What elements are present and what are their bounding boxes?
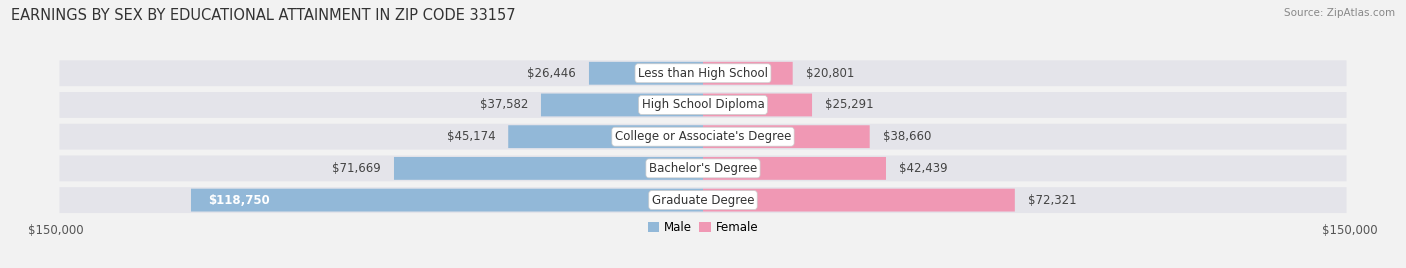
FancyBboxPatch shape (703, 157, 886, 180)
FancyBboxPatch shape (703, 189, 1015, 211)
FancyBboxPatch shape (703, 62, 793, 85)
Legend: Male, Female: Male, Female (648, 221, 758, 234)
Text: $42,439: $42,439 (898, 162, 948, 175)
FancyBboxPatch shape (508, 125, 703, 148)
Text: $72,321: $72,321 (1028, 193, 1077, 207)
Text: Less than High School: Less than High School (638, 67, 768, 80)
Text: Graduate Degree: Graduate Degree (652, 193, 754, 207)
FancyBboxPatch shape (703, 94, 813, 116)
Text: EARNINGS BY SEX BY EDUCATIONAL ATTAINMENT IN ZIP CODE 33157: EARNINGS BY SEX BY EDUCATIONAL ATTAINMEN… (11, 8, 516, 23)
FancyBboxPatch shape (59, 92, 1347, 118)
Text: $38,660: $38,660 (883, 130, 931, 143)
Text: $25,291: $25,291 (825, 98, 873, 111)
Text: High School Diploma: High School Diploma (641, 98, 765, 111)
Text: $20,801: $20,801 (806, 67, 853, 80)
FancyBboxPatch shape (541, 94, 703, 116)
FancyBboxPatch shape (59, 60, 1347, 86)
Text: Bachelor's Degree: Bachelor's Degree (650, 162, 756, 175)
Text: $118,750: $118,750 (208, 193, 270, 207)
FancyBboxPatch shape (191, 189, 703, 211)
Text: $45,174: $45,174 (447, 130, 495, 143)
FancyBboxPatch shape (589, 62, 703, 85)
Text: Source: ZipAtlas.com: Source: ZipAtlas.com (1284, 8, 1395, 18)
FancyBboxPatch shape (59, 124, 1347, 150)
Text: $37,582: $37,582 (479, 98, 529, 111)
FancyBboxPatch shape (59, 155, 1347, 181)
Text: College or Associate's Degree: College or Associate's Degree (614, 130, 792, 143)
FancyBboxPatch shape (703, 125, 870, 148)
FancyBboxPatch shape (59, 187, 1347, 213)
Text: $71,669: $71,669 (332, 162, 381, 175)
Text: $26,446: $26,446 (527, 67, 576, 80)
FancyBboxPatch shape (394, 157, 703, 180)
